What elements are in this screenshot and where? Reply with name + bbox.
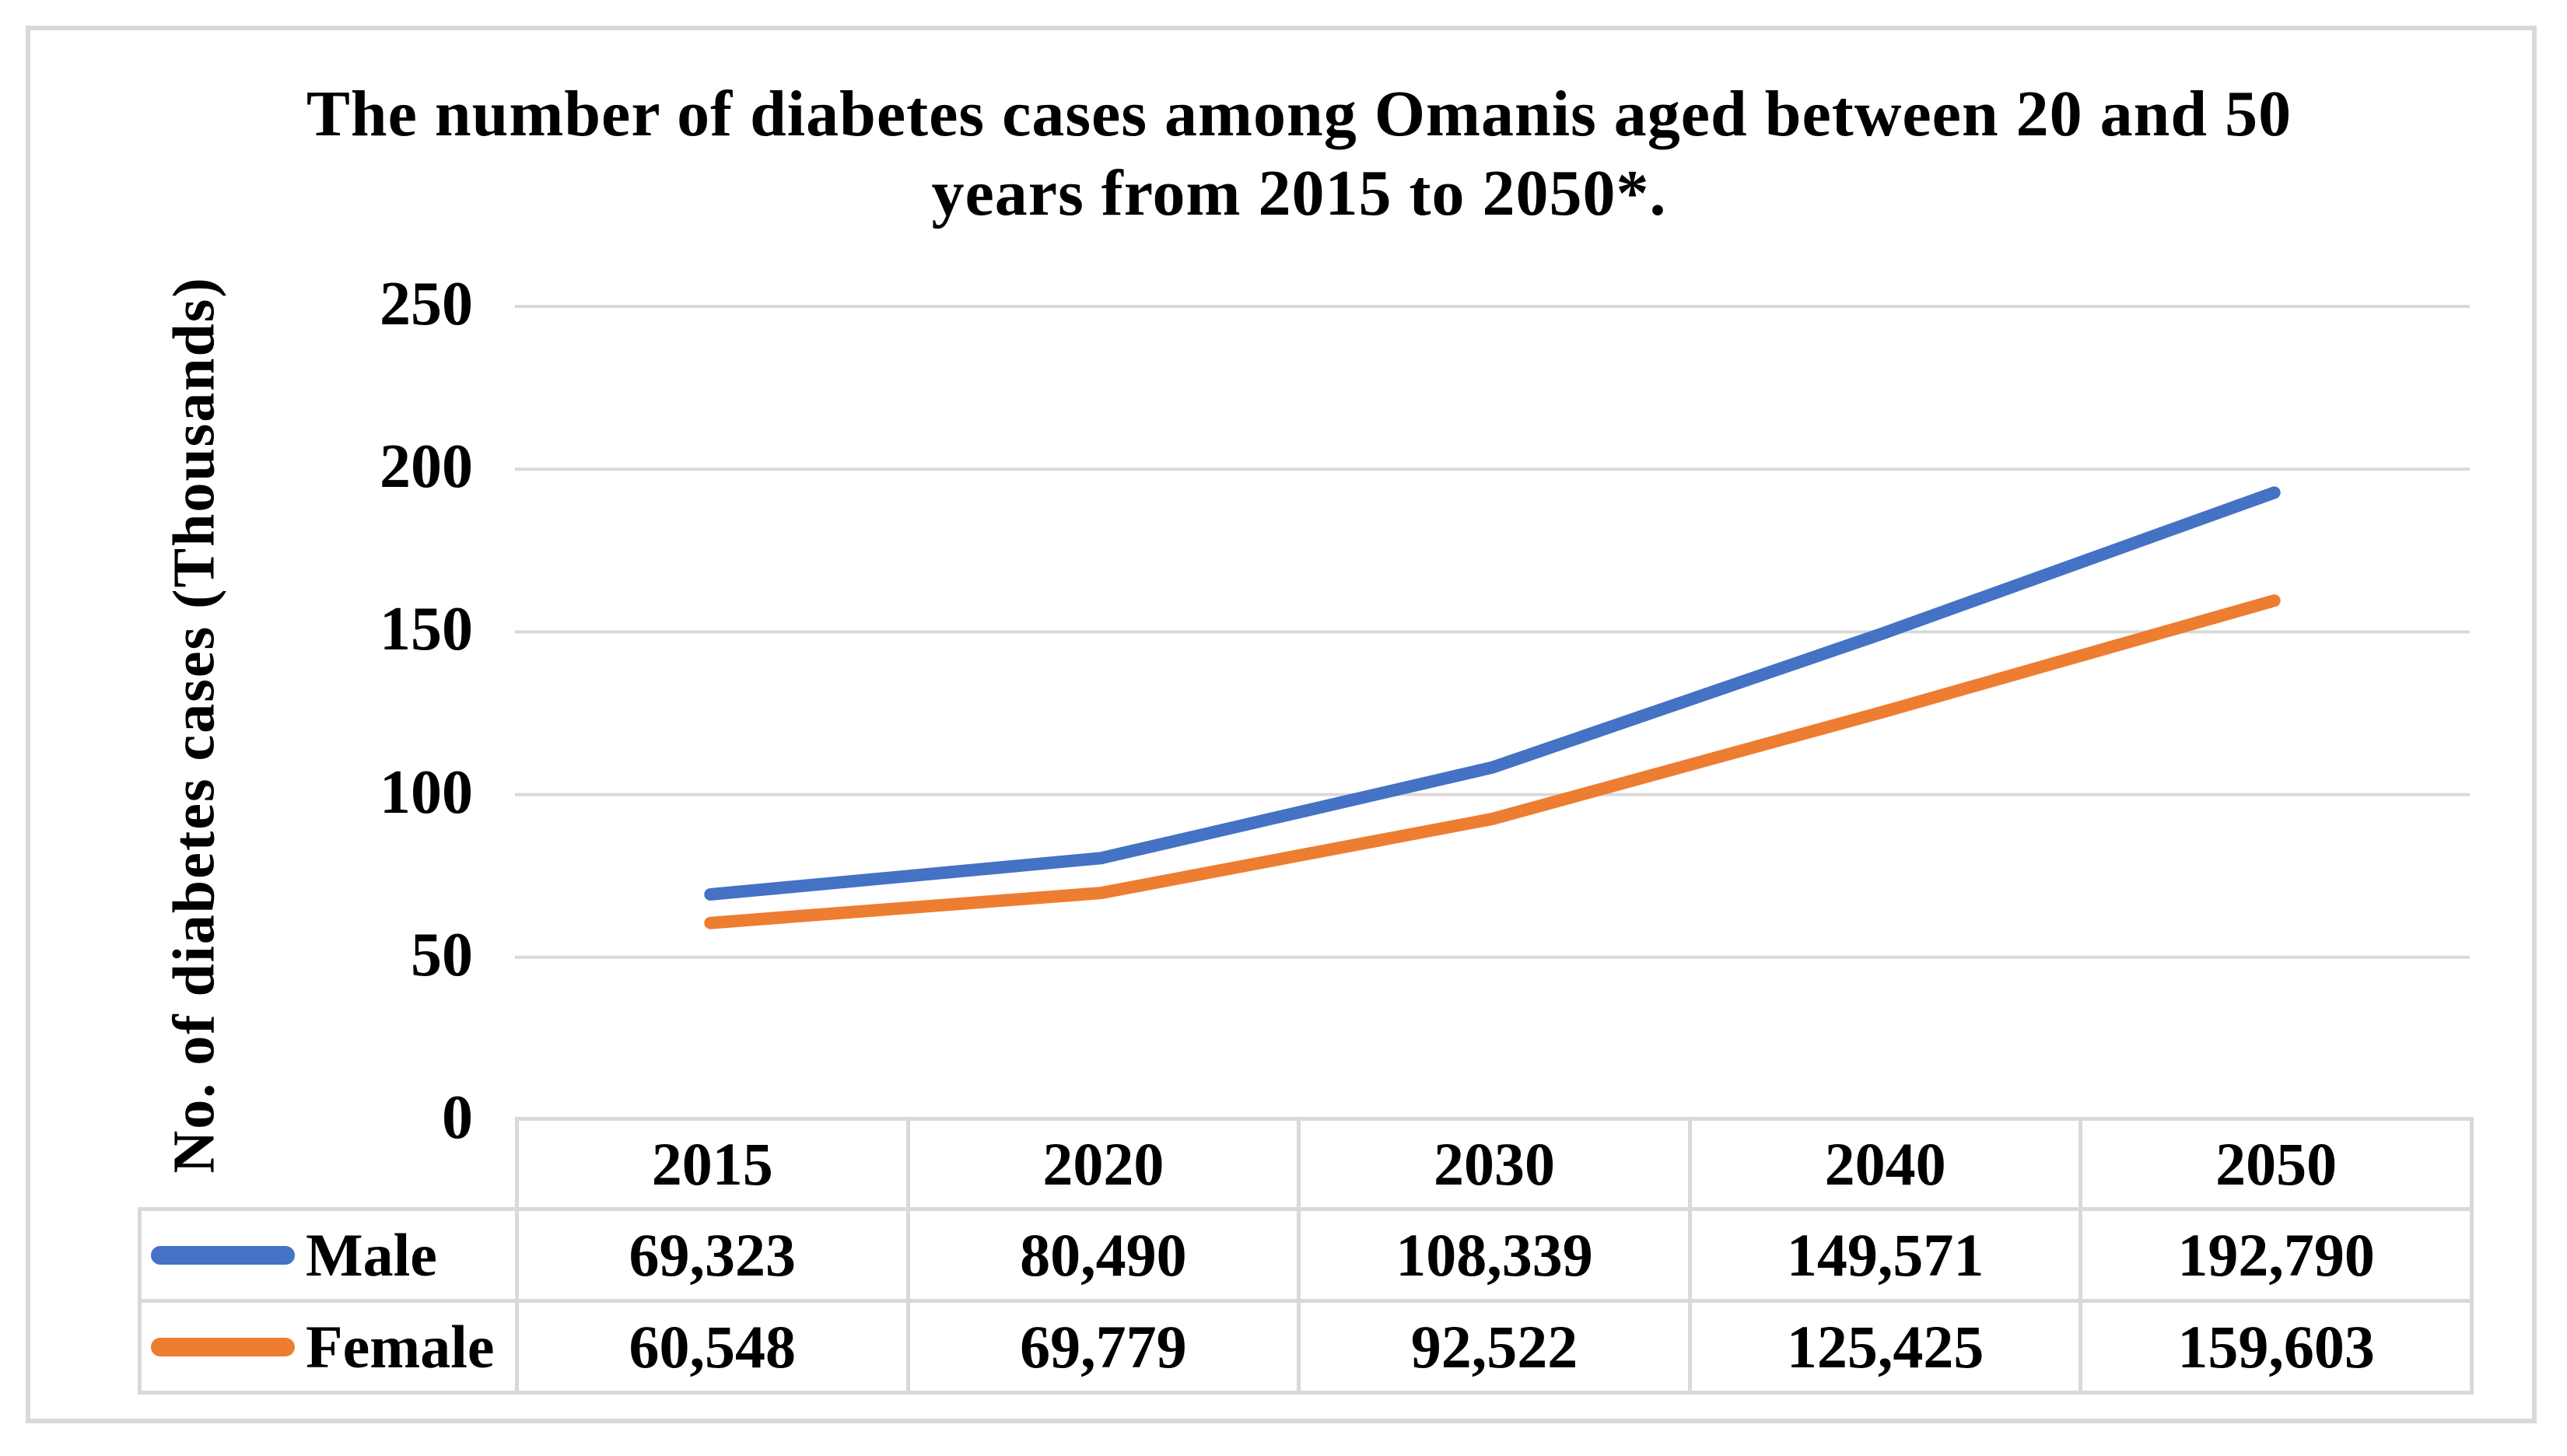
table-value-female-2030: 92,522 bbox=[1297, 1299, 1692, 1395]
table-value-female-2040: 125,425 bbox=[1687, 1299, 2083, 1395]
table-corner-spacer bbox=[140, 1119, 517, 1209]
data-table: 2015 2020 2030 2040 2050 Male 69,323 80,490 108,… bbox=[138, 1117, 2474, 1395]
y-tick-label-0: 0 bbox=[442, 1083, 473, 1152]
male-legend-key-icon bbox=[151, 1245, 295, 1265]
table-value-female-2050: 159,603 bbox=[2078, 1299, 2474, 1395]
legend-cell-male: Male bbox=[138, 1207, 519, 1303]
table-header-cell-2020: 2020 bbox=[905, 1117, 1301, 1211]
legend-cell-female: Female bbox=[138, 1299, 519, 1395]
legend-label-female: Female bbox=[306, 1312, 495, 1381]
table-header-row: 2015 2020 2030 2040 2050 bbox=[140, 1117, 2474, 1211]
chart-title: The number of diabetes cases among Omani… bbox=[306, 78, 2292, 229]
y-tick-label-250: 250 bbox=[380, 269, 473, 338]
table-row-male: Male 69,323 80,490 108,339 149,571 192,790 bbox=[138, 1207, 2474, 1303]
table-header-cell-2050: 2050 bbox=[2078, 1117, 2474, 1211]
table-row-female: Female 60,548 69,779 92,522 125,425 159,603 bbox=[138, 1299, 2474, 1395]
y-tick-label-50: 50 bbox=[411, 920, 473, 989]
table-header-cell-2030: 2030 bbox=[1297, 1117, 1692, 1211]
table-value-male-2030: 108,339 bbox=[1297, 1207, 1692, 1303]
y-tick-label-150: 150 bbox=[380, 595, 473, 664]
legend-label-male: Male bbox=[306, 1220, 437, 1289]
table-value-female-2015: 60,548 bbox=[515, 1299, 910, 1395]
female-series-line bbox=[704, 594, 2281, 929]
table-header-cell-2015: 2015 bbox=[515, 1117, 910, 1211]
table-value-male-2050: 192,790 bbox=[2078, 1207, 2474, 1303]
male-series-line bbox=[704, 486, 2281, 901]
table-value-female-2020: 69,779 bbox=[905, 1299, 1301, 1395]
female-legend-key-icon bbox=[151, 1337, 295, 1356]
table-value-male-2040: 149,571 bbox=[1687, 1207, 2083, 1303]
table-header-cell-2040: 2040 bbox=[1687, 1117, 2083, 1211]
figure-border bbox=[26, 26, 2537, 1423]
y-tick-label-100: 100 bbox=[380, 758, 473, 827]
table-value-male-2020: 80,490 bbox=[905, 1207, 1301, 1303]
y-tick-label-200: 200 bbox=[380, 432, 473, 501]
table-value-male-2015: 69,323 bbox=[515, 1207, 910, 1303]
